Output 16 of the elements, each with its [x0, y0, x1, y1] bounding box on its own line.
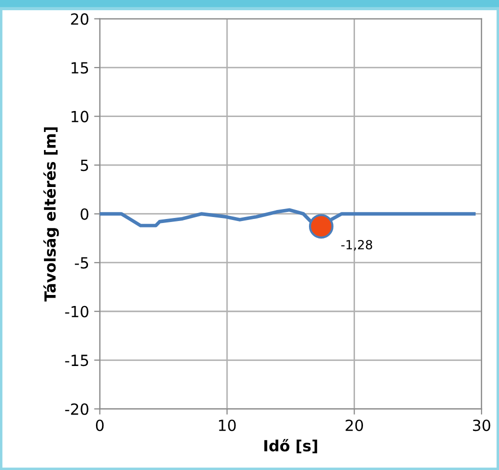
y-tick-label: -5 [74, 257, 88, 269]
data-label: -1,28 [341, 240, 372, 251]
y-tick-label: -10 [65, 306, 88, 318]
y-tick-label: 5 [80, 160, 88, 172]
x-tick-label: 10 [219, 420, 236, 432]
y-axis-title: Távolság eltérés [m] [43, 127, 59, 302]
y-tick-label: -20 [65, 403, 88, 415]
x-tick-label: 30 [472, 420, 490, 432]
x-axis-title: Idő [s] [264, 439, 318, 454]
y-tick-label: 10 [72, 110, 88, 122]
x-tick-label: 0 [96, 420, 104, 432]
x-tick-label: 20 [346, 420, 363, 432]
y-tick-label: 0 [80, 208, 88, 220]
y-tick-label: 15 [72, 62, 88, 74]
y-tick-label: -15 [65, 354, 88, 366]
y-tick-label: 20 [71, 13, 88, 25]
